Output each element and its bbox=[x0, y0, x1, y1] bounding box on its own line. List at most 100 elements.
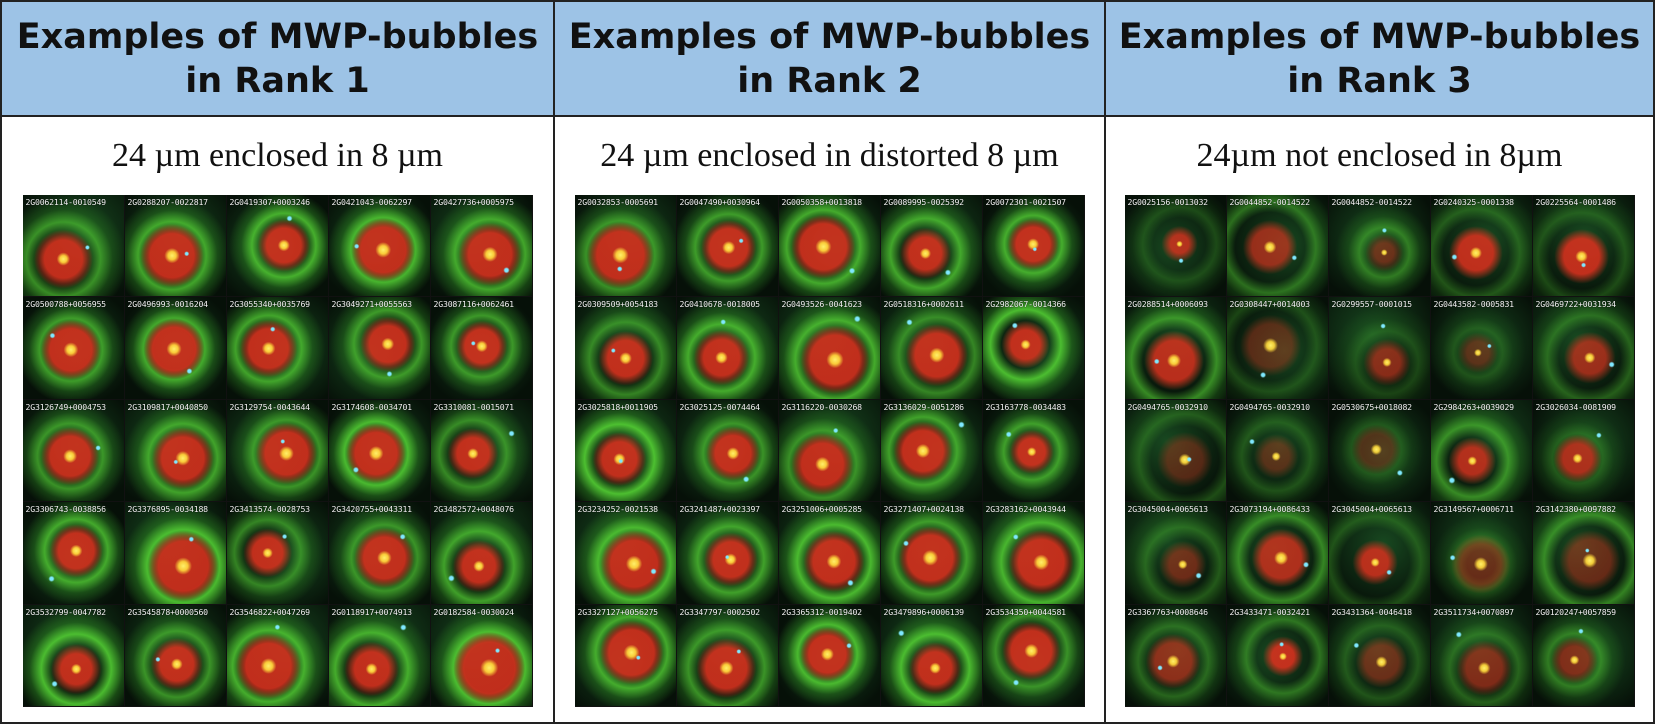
bubble-image-tile: 2G3025818+0011905 bbox=[574, 399, 677, 503]
bubble-id-label: 2G3546822+0047269 bbox=[229, 606, 311, 617]
bubble-id-label: 2G3026034-0081909 bbox=[1535, 401, 1617, 412]
bubble-image-tile: 2G0120247+0057859 bbox=[1532, 604, 1635, 707]
bubble-image-tile: 2G3479896+0006139 bbox=[880, 604, 983, 707]
bubble-image-tile: 2G0047490+0030964 bbox=[676, 195, 779, 298]
bubble-id-label: 2G2982067-0014366 bbox=[985, 299, 1067, 310]
bubble-id-label: 2G3174608-0034701 bbox=[331, 401, 413, 412]
rank-3-image-grid: 2G0025156-0013032 2G0044852-0014522 2G0044… bbox=[1124, 195, 1635, 707]
bubble-id-label: 2G3073194+0086433 bbox=[1229, 504, 1311, 515]
bubble-id-label: 2G0299557-0001015 bbox=[1331, 299, 1413, 310]
bubble-image-tile: 2G0044852-0014522 bbox=[1226, 195, 1329, 298]
bubble-image-tile: 2G3327127+0056275 bbox=[574, 604, 677, 707]
bubble-image-tile: 2G3116220-0030268 bbox=[778, 399, 881, 503]
bubble-id-label: 2G0044852-0014522 bbox=[1331, 197, 1413, 207]
bubble-id-label: 2G3109817+0040850 bbox=[127, 401, 209, 412]
bubble-id-label: 2G3534350+0044581 bbox=[985, 606, 1067, 617]
bubble-image-tile: 2G3234252-0021538 bbox=[574, 502, 677, 605]
bubble-id-label: 2G0427736+0005975 bbox=[433, 197, 515, 207]
bubble-image-tile: 2G3045004+0065613 bbox=[1124, 502, 1227, 605]
bubble-image-tile: 2G3431364-0046418 bbox=[1328, 604, 1431, 707]
bubble-id-label: 2G3376895-0034188 bbox=[127, 504, 209, 515]
bubble-image-tile: 2G0419307+0003246 bbox=[226, 195, 329, 298]
bubble-image-tile: 2G0118917+0074913 bbox=[328, 604, 431, 707]
bubble-image-tile: 2G0494765-0032910 bbox=[1124, 399, 1227, 503]
bubble-id-label: 2G3045004+0065613 bbox=[1331, 504, 1413, 515]
bubble-id-label: 2G3045004+0065613 bbox=[1127, 504, 1209, 515]
bubble-id-label: 2G0118917+0074913 bbox=[331, 606, 413, 617]
bubble-id-label: 2G0288207-0022817 bbox=[127, 197, 209, 207]
bubble-image-tile: 2G0530675+0018082 bbox=[1328, 399, 1431, 503]
bubble-id-label: 2G3149567+0006711 bbox=[1433, 504, 1515, 515]
bubble-id-label: 2G0308447+0014003 bbox=[1229, 299, 1311, 310]
bubble-image-tile: 2G0518316+0002611 bbox=[880, 297, 983, 400]
bubble-image-tile: 2G0225564-0001486 bbox=[1532, 195, 1635, 298]
bubble-image-tile: 2G3126749+0004753 bbox=[22, 399, 125, 503]
bubble-image-tile: 2G0182584-0030024 bbox=[430, 604, 533, 707]
rank-1-image-grid: 2G0062114-0010549 2G0288207-0022817 2G0419… bbox=[22, 195, 533, 707]
bubble-image-tile: 2G3310081-0015071 bbox=[430, 399, 533, 503]
bubble-image-tile: 2G3433471-0032421 bbox=[1226, 604, 1329, 707]
bubble-id-label: 2G3283162+0043944 bbox=[985, 504, 1067, 515]
bubble-id-label: 2G0050358+0013818 bbox=[781, 197, 863, 207]
bubble-image-tile: 2G3149567+0006711 bbox=[1430, 502, 1533, 605]
bubble-id-label: 2G3055340+0035769 bbox=[229, 299, 311, 310]
bubble-id-label: 2G0089995-0025392 bbox=[883, 197, 965, 207]
bubble-id-label: 2G3365312-0019402 bbox=[781, 606, 863, 617]
bubble-id-label: 2G3163778-0034483 bbox=[985, 401, 1067, 412]
bubble-id-label: 2G0419307+0003246 bbox=[229, 197, 311, 207]
bubble-id-label: 2G0443582-0005831 bbox=[1433, 299, 1515, 310]
bubble-id-label: 2G0494765-0032910 bbox=[1229, 401, 1311, 412]
bubble-id-label: 2G3511734+0070897 bbox=[1433, 606, 1515, 617]
bubble-id-label: 2G0288514+0006093 bbox=[1127, 299, 1209, 310]
bubble-id-label: 2G0240325-0001338 bbox=[1433, 197, 1515, 207]
bubble-id-label: 2G0062114-0010549 bbox=[25, 197, 107, 207]
rank-1-title: Examples of MWP-bubbles in Rank 1 bbox=[16, 16, 539, 101]
rank-2-header: Examples of MWP-bubbles in Rank 2 bbox=[555, 2, 1104, 117]
rank-2-column: Examples of MWP-bubbles in Rank 2 24 µm … bbox=[553, 2, 1104, 722]
bubble-id-label: 2G3327127+0056275 bbox=[577, 606, 659, 617]
bubble-image-tile: 2G3241487+0023397 bbox=[676, 502, 779, 605]
bubble-image-tile: 2G3163778-0034483 bbox=[982, 399, 1085, 503]
bubble-id-label: 2G3116220-0030268 bbox=[781, 401, 863, 412]
bubble-image-tile: 2G0025156-0013032 bbox=[1124, 195, 1227, 298]
bubble-id-label: 2G0494765-0032910 bbox=[1127, 401, 1209, 412]
bubble-image-tile: 2G0062114-0010549 bbox=[22, 195, 125, 298]
bubble-image-tile: 2G3482572+0048076 bbox=[430, 502, 533, 605]
bubble-id-label: 2G3025818+0011905 bbox=[577, 401, 659, 412]
bubble-id-label: 2G0044852-0014522 bbox=[1229, 197, 1311, 207]
bubble-image-tile: 2G0299557-0001015 bbox=[1328, 297, 1431, 400]
rank-3-subtitle: 24µm not enclosed in 8µm bbox=[1196, 137, 1563, 174]
bubble-image-tile: 2G0240325-0001338 bbox=[1430, 195, 1533, 298]
bubble-image-tile: 2G3545878+0000560 bbox=[124, 604, 227, 707]
bubble-image-tile: 2G3532799-0047782 bbox=[22, 604, 125, 707]
bubble-id-label: 2G3087116+0062461 bbox=[433, 299, 515, 310]
bubble-image-tile: 2G0044852-0014522 bbox=[1328, 195, 1431, 298]
rank-2-image-grid: 2G0032853-0005691 2G0047490+0030964 2G0050… bbox=[574, 195, 1085, 707]
bubble-image-tile: 2G0032853-0005691 bbox=[574, 195, 677, 298]
bubble-image-tile: 2G0493526-0041623 bbox=[778, 297, 881, 400]
bubble-image-tile: 2G0500788+0056955 bbox=[22, 297, 125, 400]
bubble-image-tile: 2G3045004+0065613 bbox=[1328, 502, 1431, 605]
bubble-image-tile: 2G3142380+0097882 bbox=[1532, 502, 1635, 605]
bubble-id-label: 2G3479896+0006139 bbox=[883, 606, 965, 617]
bubble-image-tile: 2G3306743-0038856 bbox=[22, 502, 125, 605]
bubble-id-label: 2G0421043-0062297 bbox=[331, 197, 413, 207]
bubble-image-tile: 2G3026034-0081909 bbox=[1532, 399, 1635, 503]
bubble-image-tile: 2G2982067-0014366 bbox=[982, 297, 1085, 400]
bubble-image-tile: 2G3511734+0070897 bbox=[1430, 604, 1533, 707]
bubble-image-tile: 2G3129754-0043644 bbox=[226, 399, 329, 503]
bubble-id-label: 2G3413574-0028753 bbox=[229, 504, 311, 515]
bubble-id-label: 2G3545878+0000560 bbox=[127, 606, 209, 617]
rank-2-title: Examples of MWP-bubbles in Rank 2 bbox=[568, 16, 1091, 101]
bubble-id-label: 2G0530675+0018082 bbox=[1331, 401, 1413, 412]
bubble-image-tile: 2G0427736+0005975 bbox=[430, 195, 533, 298]
bubble-id-label: 2G3532799-0047782 bbox=[25, 606, 107, 617]
bubble-image-tile: 2G3073194+0086433 bbox=[1226, 502, 1329, 605]
bubble-id-label: 2G3234252-0021538 bbox=[577, 504, 659, 515]
bubble-image-tile: 2G3365312-0019402 bbox=[778, 604, 881, 707]
bubble-id-label: 2G3136029-0051286 bbox=[883, 401, 965, 412]
bubble-id-label: 2G0410678-0018005 bbox=[679, 299, 761, 310]
bubble-image-tile: 2G0496993-0016204 bbox=[124, 297, 227, 400]
bubble-image-tile: 2G3109817+0040850 bbox=[124, 399, 227, 503]
rank-1-subtitle: 24 µm enclosed in 8 µm bbox=[112, 137, 443, 174]
